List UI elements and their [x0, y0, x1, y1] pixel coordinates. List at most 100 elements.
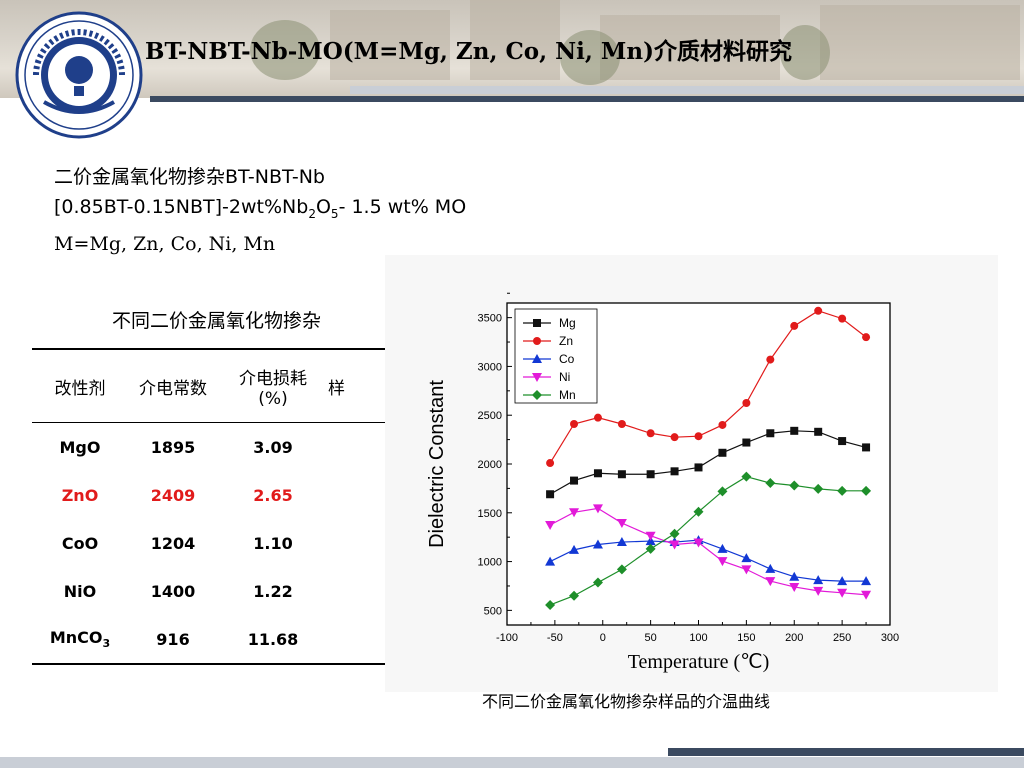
data-point-mg — [814, 427, 823, 436]
cell-modifier: NiO — [63, 581, 97, 601]
table-row: CoO 1204 1.10 — [32, 519, 385, 567]
cell-modifier: CoO — [61, 533, 99, 553]
cell-dielectric-constant: 1895 — [150, 437, 196, 457]
data-point-mg — [718, 448, 727, 457]
data-point-mn — [616, 564, 627, 575]
header-rule-light — [350, 86, 1024, 94]
legend-marker-zn — [533, 337, 541, 345]
data-point-mg — [670, 467, 679, 476]
cell-sample — [328, 471, 385, 519]
table-caption: 不同二价金属氧化物掺杂 — [112, 310, 322, 332]
data-point-zn — [694, 432, 703, 441]
data-point-zn — [646, 429, 655, 438]
data-point-ni — [693, 538, 704, 548]
cell-sample — [328, 567, 385, 615]
data-point-zn — [766, 355, 775, 364]
data-point-co — [569, 544, 580, 554]
x-tick-label: 200 — [785, 632, 803, 644]
data-point-mg — [862, 443, 871, 452]
header-sample: 样 — [328, 348, 385, 423]
data-point-co — [741, 553, 752, 563]
series-line-zn — [549, 310, 867, 464]
results-table: 改性剂 介电常数 介电损耗 (%) 样 MgO 1895 3.09 ZnO 2409 2.… — [32, 348, 385, 665]
x-tick-label: 300 — [881, 632, 899, 644]
data-point-mg — [546, 490, 555, 499]
header-rule-dark — [150, 96, 1024, 102]
intro-line-2: [0.85BT-0.15NBT]-2wt%Nb2O5- 1.5 wt% MO — [54, 196, 467, 221]
data-point-mn — [592, 577, 603, 588]
data-point-mn — [837, 485, 848, 496]
data-point-mn — [813, 483, 824, 494]
data-point-mg — [790, 426, 799, 435]
data-point-ni — [717, 557, 728, 567]
x-tick-label: 100 — [689, 632, 707, 644]
data-point-zn — [862, 333, 871, 342]
data-point-zn — [593, 413, 602, 422]
x-tick-label: -50 — [547, 632, 563, 644]
university-seal-icon — [15, 11, 143, 139]
data-point-mn — [765, 478, 776, 489]
cell-dielectric-loss: 2.65 — [253, 485, 293, 505]
data-point-ni — [741, 565, 752, 575]
data-point-mg — [838, 437, 847, 446]
data-point-ni — [789, 582, 800, 592]
figure-caption: 不同二价金属氧化物掺杂样品的介温曲线 — [482, 692, 771, 711]
data-point-ni — [616, 519, 627, 529]
cell-sample — [328, 519, 385, 567]
cell-dielectric-constant: 1400 — [150, 581, 196, 601]
data-point-mn — [789, 480, 800, 491]
cell-dielectric-loss: 1.10 — [253, 533, 293, 553]
header-dielectric-loss: 介电损耗 (%) — [218, 348, 328, 423]
data-point-ni — [813, 586, 824, 596]
data-point-mn — [741, 471, 752, 482]
data-point-ni — [765, 577, 776, 587]
data-point-ni — [669, 540, 680, 550]
footer-rule-light — [0, 757, 1024, 768]
cell-sample — [328, 423, 385, 472]
header-dielectric-constant: 介电常数 — [128, 348, 218, 423]
data-point-zn — [718, 420, 727, 429]
table-row: NiO 1400 1.22 — [32, 567, 385, 615]
y-tick-label: 500 — [484, 605, 502, 617]
x-axis-label: Temperature (℃) — [628, 651, 770, 673]
legend-label-mn: Mn — [559, 388, 576, 402]
y-axis-label: Dielectric Constant — [426, 380, 448, 548]
data-point-zn — [570, 419, 579, 428]
table-row: MgO 1895 3.09 — [32, 423, 385, 472]
cell-dielectric-constant: 1204 — [150, 533, 196, 553]
legend-marker-co — [532, 354, 542, 363]
data-point-zn — [814, 306, 823, 315]
data-point-co — [861, 576, 872, 586]
table-row: MnCO3 916 11.68 — [32, 615, 385, 665]
data-point-mn — [717, 486, 728, 497]
intro-line-1: 二价金属氧化物掺杂BT-NBT-Nb — [54, 166, 325, 188]
data-point-co — [717, 543, 728, 553]
data-point-mn — [569, 590, 580, 601]
data-point-zn — [838, 314, 847, 323]
data-point-mg — [617, 470, 626, 479]
data-point-mn — [669, 528, 680, 539]
legend-label-co: Co — [559, 352, 575, 366]
cell-dielectric-loss: 3.09 — [253, 437, 293, 457]
data-point-zn — [790, 321, 799, 330]
header-modifier: 改性剂 — [32, 348, 128, 423]
data-point-mg — [593, 469, 602, 478]
table-header-row: 改性剂 介电常数 介电损耗 (%) 样 — [32, 348, 385, 423]
y-tick-label: 2500 — [478, 410, 502, 422]
legend-label-zn: Zn — [559, 334, 573, 348]
page-title: BT-NBT-Nb-MO(M=Mg, Zn, Co, Ni, Mn)介质材料研究 — [145, 38, 792, 65]
legend-marker-mg — [533, 319, 541, 327]
y-tick-label: 2000 — [478, 459, 502, 471]
header-banner — [0, 0, 1024, 98]
data-point-zn — [546, 459, 555, 468]
intro-text: 二价金属氧化物掺杂BT-NBT-Nb [0.85BT-0.15NBT]-2wt%… — [54, 162, 466, 259]
data-point-mn — [861, 485, 872, 496]
y-tick-label: 3500 — [478, 313, 502, 325]
x-tick-label: 250 — [833, 632, 851, 644]
footer-rule-dark — [668, 748, 1024, 756]
data-point-mg — [646, 470, 655, 479]
data-point-co — [592, 539, 603, 549]
legend-label-ni: Ni — [559, 370, 570, 384]
y-tick-label: 3000 — [478, 361, 502, 373]
series-line-co — [549, 539, 867, 582]
